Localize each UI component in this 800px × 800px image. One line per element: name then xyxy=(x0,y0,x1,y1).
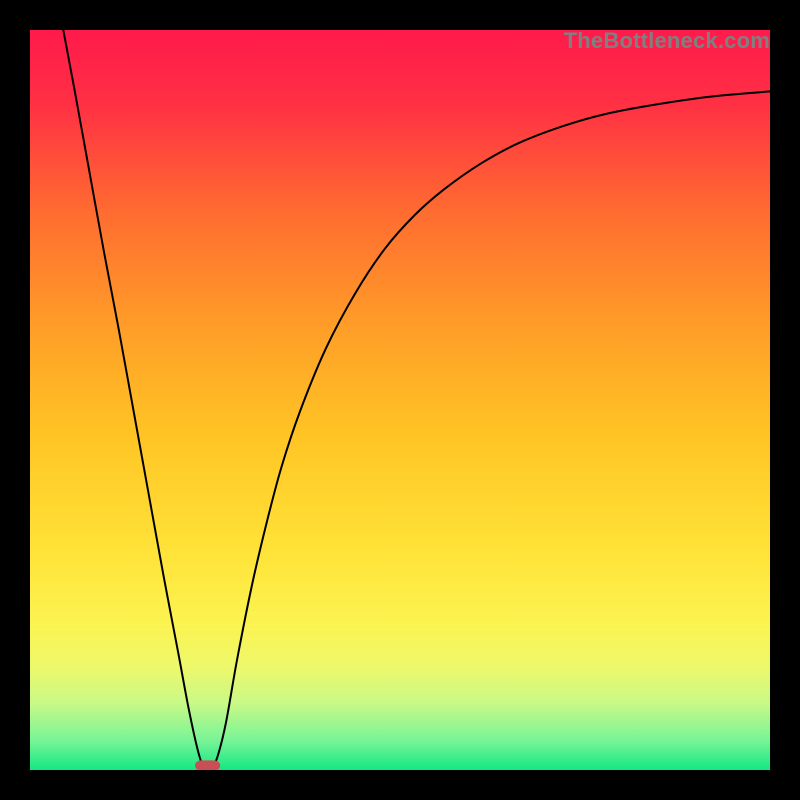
gradient-chart xyxy=(30,30,770,770)
chart-frame: TheBottleneck.com xyxy=(0,0,800,800)
min-marker xyxy=(195,760,220,770)
watermark-text: TheBottleneck.com xyxy=(564,28,770,54)
chart-background xyxy=(30,30,770,770)
plot-area: TheBottleneck.com xyxy=(30,30,770,770)
